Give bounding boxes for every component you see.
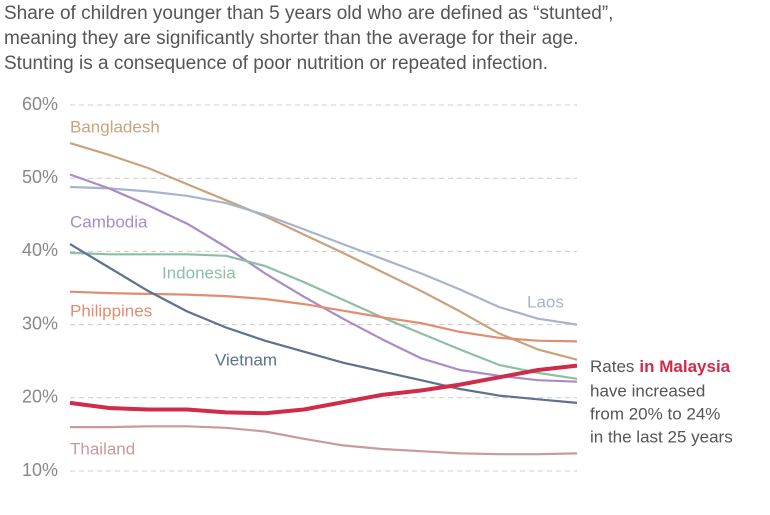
y-tick-label: 40% (22, 240, 58, 260)
annotation-line: in the last 25 years (590, 427, 733, 446)
chart-title: Stunting is a consequence of poor nutrit… (4, 53, 548, 74)
series-label: Bangladesh (70, 117, 160, 136)
annotation-line: from 20% to 24% (590, 404, 720, 423)
annotation-prefix: Rates (590, 357, 634, 376)
series-line (69, 142, 578, 361)
y-tick-label: 20% (22, 387, 58, 407)
annotation-highlight: in Malaysia (639, 357, 730, 376)
annotation: Rates in Malaysia (590, 357, 731, 376)
chart-title: meaning they are significantly shorter t… (4, 28, 579, 49)
series-label: Philippines (70, 301, 152, 320)
series-label: Laos (527, 292, 564, 311)
annotation-line: have increased (590, 381, 705, 400)
series-label: Thailand (70, 439, 135, 458)
series-label: Indonesia (162, 263, 236, 282)
y-tick-label: 30% (22, 313, 58, 333)
y-tick-label: 60% (22, 94, 58, 114)
series-line (69, 173, 578, 383)
series-line (69, 185, 578, 326)
series-label: Vietnam (215, 350, 277, 369)
series-line (69, 243, 578, 404)
chart-title: Share of children younger than 5 years o… (4, 3, 613, 24)
series-line (70, 425, 578, 456)
y-tick-label: 10% (22, 460, 58, 480)
series-line (69, 363, 578, 416)
series-line (69, 251, 578, 380)
series-label: Cambodia (70, 212, 148, 231)
y-tick-label: 50% (22, 167, 58, 187)
